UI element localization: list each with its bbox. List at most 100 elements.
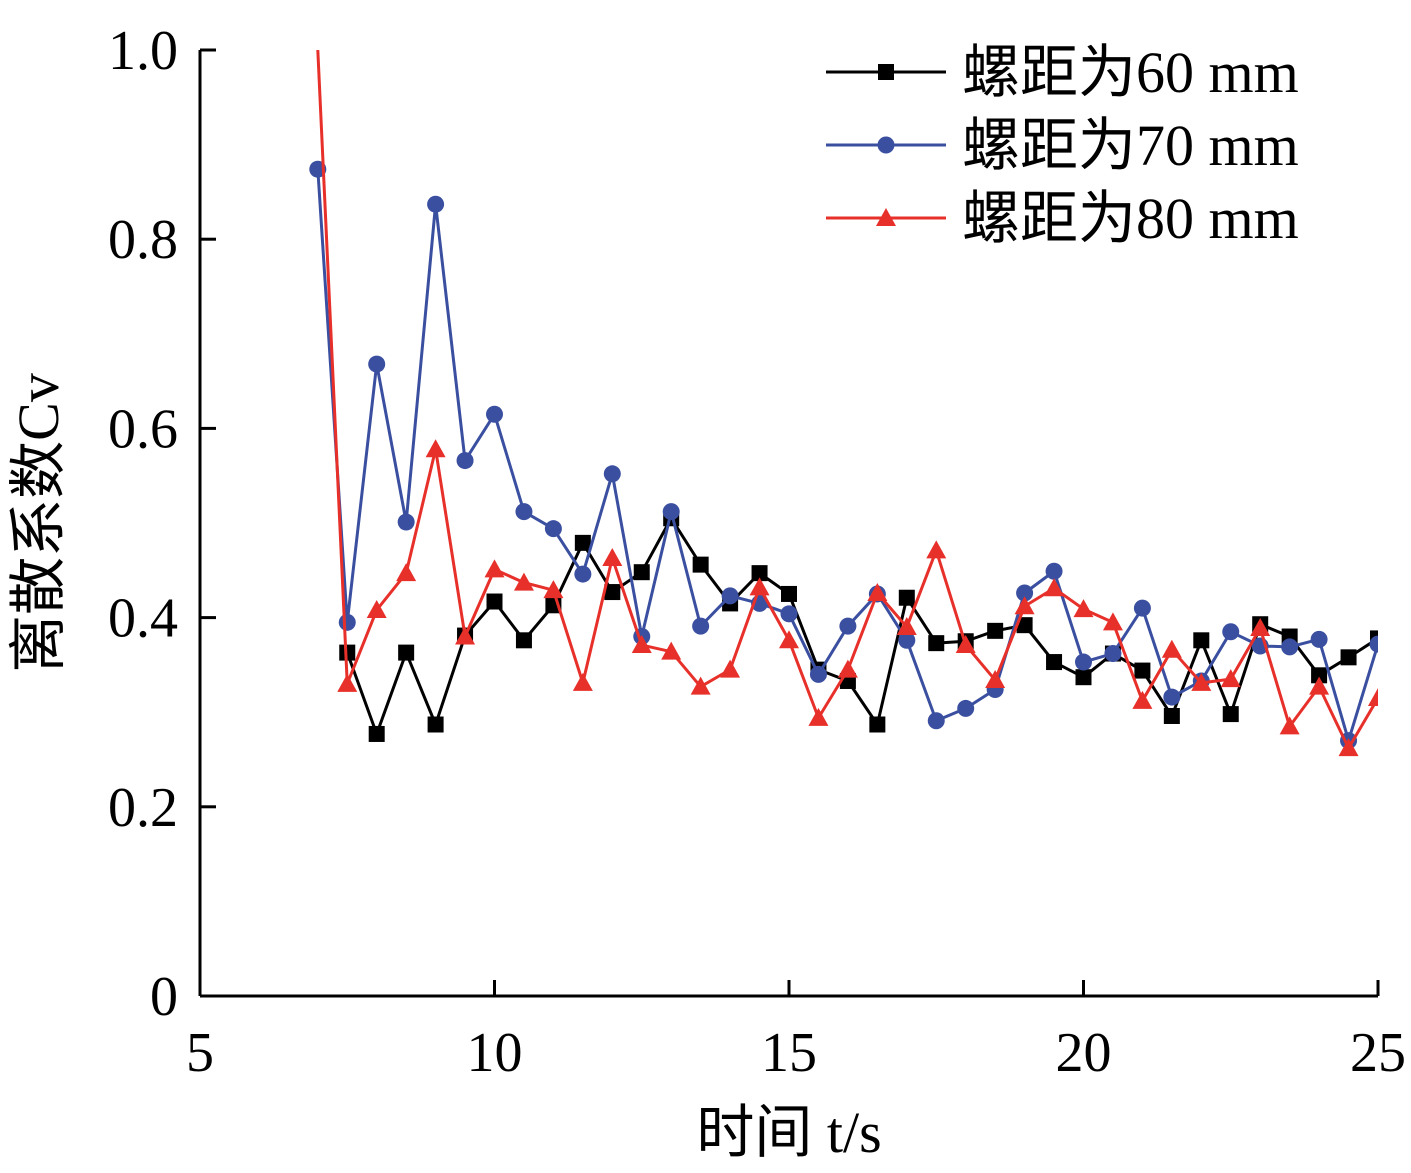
data-point-circle [957,699,975,717]
data-point-triangle [396,563,417,582]
data-point-triangle [1073,599,1094,618]
data-point-circle [898,631,916,649]
data-point-triangle [1220,669,1241,688]
data-point-circle [1016,584,1034,602]
data-point-triangle [876,208,896,226]
data-point-triangle [1044,578,1065,597]
data-point-square [1134,662,1151,679]
y-tick-label: 1.0 [108,20,178,82]
x-tick-label: 10 [467,1022,523,1084]
data-point-circle [1163,688,1181,706]
data-point-circle [1310,630,1328,648]
data-point-triangle [926,540,947,559]
legend: 螺距为60 mm 螺距为70 mm 螺距为80 mm [826,40,1299,251]
data-point-triangle [661,641,682,660]
data-point-circle [368,355,386,373]
data-point-circle [574,565,592,583]
data-point-triangle [867,583,888,602]
data-point-triangle [690,676,711,695]
data-point-circle [1133,599,1151,617]
data-point-circle [603,465,621,483]
data-point-square [898,589,915,606]
data-point-triangle [337,673,358,692]
data-point-triangle [513,572,534,591]
data-point-triangle [1161,639,1182,658]
data-point-circle [1281,638,1299,656]
data-point-triangle [572,672,593,691]
data-point-circle [721,587,739,605]
data-point-circle [1369,635,1378,653]
series-3 [316,50,1378,757]
data-point-square [781,585,797,602]
data-point-triangle [366,600,387,619]
data-point-square [574,534,591,551]
x-tick-label: 5 [186,1022,214,1084]
data-point-square [604,584,621,601]
data-point-circle [927,712,945,730]
data-point-triangle [837,659,858,678]
data-point-triangle [1102,612,1123,631]
data-point-square [427,716,444,733]
series-1 [339,510,1378,742]
y-tick-label: 0.8 [108,209,178,271]
data-point-circle [877,136,895,154]
series-line [316,169,1378,743]
data-point-circle [544,520,562,538]
data-point-triangle [720,659,741,678]
data-point-triangle [455,626,476,645]
data-point-square [486,593,503,610]
data-point-triangle [1014,596,1035,615]
y-tick-label: 0 [150,966,178,1028]
data-point-triangle [1309,676,1330,695]
data-point-circle [456,452,474,470]
data-point-triangle [1368,688,1378,707]
data-point-square [878,64,894,80]
data-point-square [368,725,385,742]
data-point-square [1016,617,1033,634]
data-point-triangle [1132,690,1153,709]
data-point-triangle [985,670,1006,689]
data-point-triangle [779,630,799,649]
data-point-square [398,644,415,661]
data-point-square [692,556,709,573]
data-point-square [1163,707,1180,724]
data-point-circle [780,605,798,623]
axes: 0 0.2 0.4 0.6 0.8 1.0 5 10 15 20 25 [108,20,1406,1084]
data-point-square [751,565,768,582]
data-point-triangle [749,577,770,596]
data-point-triangle [631,635,652,654]
data-point-triangle [1250,618,1271,637]
x-tick-label: 15 [761,1022,817,1084]
data-point-circle [662,503,680,521]
data-point-circle [809,665,827,683]
data-point-square [1340,649,1357,666]
data-point-triangle [955,635,976,654]
data-point-triangle [1279,716,1300,735]
data-point-square [987,622,1004,639]
data-point-triangle [543,580,564,599]
data-point-square [1222,706,1239,723]
data-point-circle [338,613,356,631]
data-point-square [1193,632,1210,649]
data-point-circle [486,405,503,423]
data-point-circle [515,503,533,521]
data-point-triangle [484,559,505,578]
data-point-circle [1104,645,1122,663]
data-point-triangle [425,439,446,458]
series-line [345,516,1378,736]
data-point-circle [427,195,445,213]
y-tick-label: 0.4 [108,588,178,650]
data-point-circle [692,617,710,635]
data-point-triangle [1191,672,1212,691]
data-point-square [1046,654,1063,671]
data-point-square [1311,667,1328,684]
data-point-square [928,635,945,652]
data-point-triangle [1338,738,1359,757]
y-tick-label: 0.2 [108,777,178,839]
data-point-square [515,632,532,649]
data-point-triangle [808,707,829,726]
y-tick-label: 0.6 [108,398,178,460]
x-tick-label: 25 [1350,1022,1406,1084]
data-point-square [869,716,886,733]
